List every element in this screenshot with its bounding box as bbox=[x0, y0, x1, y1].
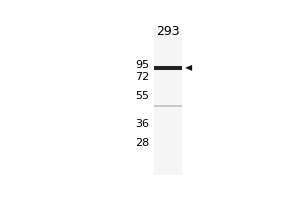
Text: 55: 55 bbox=[135, 91, 149, 101]
Text: 36: 36 bbox=[135, 119, 149, 129]
Text: 72: 72 bbox=[135, 72, 149, 82]
Text: 293: 293 bbox=[156, 25, 179, 38]
Polygon shape bbox=[185, 65, 192, 71]
Text: 28: 28 bbox=[135, 138, 149, 148]
Bar bbox=[154, 105, 182, 107]
Bar bbox=[154, 66, 182, 70]
Text: 95: 95 bbox=[135, 60, 149, 70]
Bar bbox=[154, 29, 182, 175]
